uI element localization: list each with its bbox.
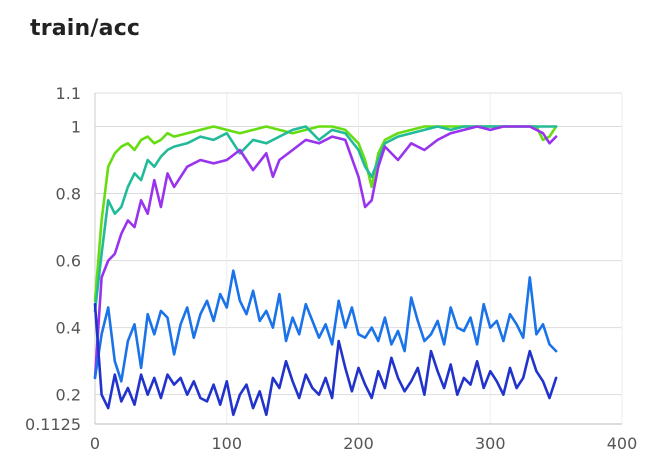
x-tick-label: 100 [211, 434, 242, 453]
x-tick-label: 300 [475, 434, 506, 453]
chart-title: train/acc [30, 16, 141, 41]
series-line-3 [93, 125, 558, 380]
x-tick-label: 400 [607, 434, 638, 453]
y-tick-label: 0.4 [56, 319, 81, 338]
x-tick-label: 0 [90, 434, 100, 453]
tick-labels: 0.1125 0.2 0.4 0.6 0.8 1 1.1 0 100 200 300 400 [25, 84, 637, 453]
y-tick-label: 0.6 [56, 252, 81, 271]
y-tick-label: 1 [71, 118, 81, 137]
y-tick-label: 0.2 [56, 386, 81, 405]
series-line-4 [93, 269, 558, 383]
y-tick-label: 1.1 [56, 84, 81, 103]
x-tick-label: 200 [343, 434, 374, 453]
series-line-5 [93, 302, 558, 417]
series-layer [93, 125, 558, 417]
y-tick-label: 0.1125 [25, 415, 81, 434]
y-tick-label: 0.8 [56, 185, 81, 204]
series-line-2 [93, 125, 558, 313]
